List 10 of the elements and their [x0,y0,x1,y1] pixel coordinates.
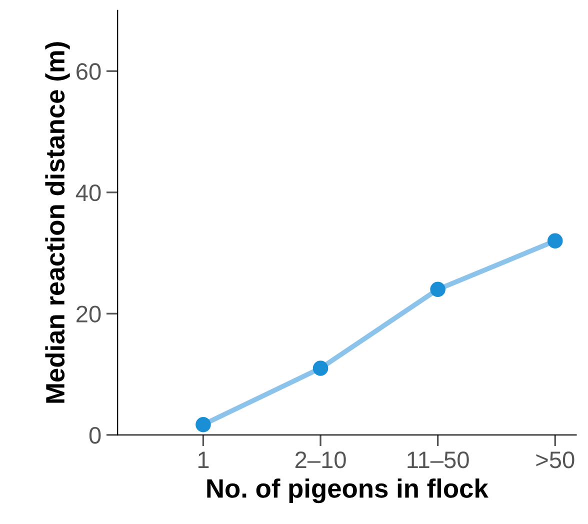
x-tick-label: >50 [536,452,574,468]
x-tick-label: 2–10 [295,452,346,468]
x-axis-title: No. of pigeons in flock [207,478,488,504]
x-tick-label: 11–50 [408,452,469,468]
y-tick-label: 60 [76,63,101,80]
y-tick-label: 20 [76,306,101,322]
y-tick-label: 40 [76,184,101,202]
y-tick-label: 0 [89,426,101,444]
x-tick-label: 1 [198,452,209,468]
y-axis-title: Median reaction distance (m) [45,42,70,403]
